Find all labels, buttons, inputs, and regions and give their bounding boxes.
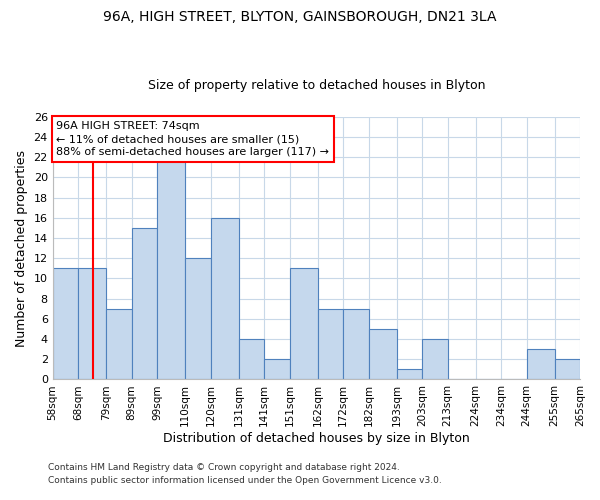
X-axis label: Distribution of detached houses by size in Blyton: Distribution of detached houses by size … — [163, 432, 470, 445]
Title: Size of property relative to detached houses in Blyton: Size of property relative to detached ho… — [148, 79, 485, 92]
Bar — [131, 228, 157, 380]
Bar — [397, 370, 422, 380]
Bar — [527, 349, 554, 380]
Text: 96A, HIGH STREET, BLYTON, GAINSBOROUGH, DN21 3LA: 96A, HIGH STREET, BLYTON, GAINSBOROUGH, … — [103, 10, 497, 24]
Bar — [317, 308, 343, 380]
Text: Contains public sector information licensed under the Open Government Licence v3: Contains public sector information licen… — [48, 476, 442, 485]
Bar — [78, 268, 106, 380]
Bar — [185, 258, 211, 380]
Bar — [422, 339, 448, 380]
Bar — [106, 308, 131, 380]
Bar — [157, 157, 185, 380]
Text: 96A HIGH STREET: 74sqm
← 11% of detached houses are smaller (15)
88% of semi-det: 96A HIGH STREET: 74sqm ← 11% of detached… — [56, 121, 329, 157]
Bar — [264, 360, 290, 380]
Y-axis label: Number of detached properties: Number of detached properties — [15, 150, 28, 346]
Bar — [53, 268, 78, 380]
Text: Contains HM Land Registry data © Crown copyright and database right 2024.: Contains HM Land Registry data © Crown c… — [48, 464, 400, 472]
Bar — [239, 339, 264, 380]
Bar — [368, 329, 397, 380]
Bar — [554, 360, 580, 380]
Bar — [290, 268, 317, 380]
Bar — [211, 218, 239, 380]
Bar — [343, 308, 368, 380]
